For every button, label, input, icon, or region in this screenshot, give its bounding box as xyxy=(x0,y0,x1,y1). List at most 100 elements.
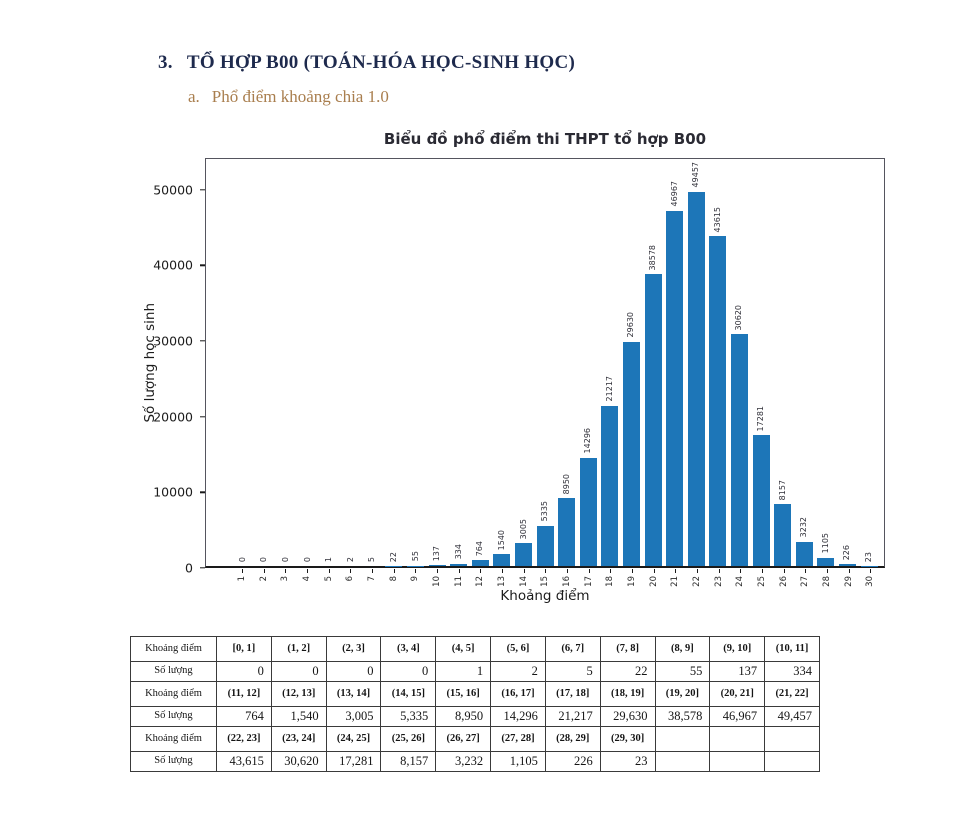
row-header-count: Số lượng xyxy=(130,751,217,772)
interval-cell: (22, 23] xyxy=(216,726,272,752)
x-tick-mark xyxy=(350,569,352,573)
bar-slot: 764 xyxy=(470,159,492,566)
x-tick-mark xyxy=(328,569,330,573)
bar-slot: 1540 xyxy=(491,159,513,566)
interval-cell: (20, 21] xyxy=(709,681,766,707)
count-cell: 3,005 xyxy=(325,706,382,727)
row-header-count: Số lượng xyxy=(130,706,217,727)
x-tick-label: 29 xyxy=(843,576,854,587)
y-tick-label: 10000 xyxy=(153,484,193,500)
section-heading: 3. TỔ HỢP B00 (TOÁN-HÓA HỌC-SINH HỌC) xyxy=(158,52,575,74)
interval-cell: (12, 13] xyxy=(270,681,327,707)
x-tick-slot: 24 xyxy=(729,569,751,599)
chart-title: Biểu đồ phổ điểm thi THPT tổ hợp B00 xyxy=(383,130,707,148)
histogram-bar xyxy=(428,565,446,566)
y-tick-label: 50000 xyxy=(153,182,193,198)
x-tick-slot: 20 xyxy=(643,569,665,599)
interval-cell: (1, 2] xyxy=(270,636,327,662)
bar-slot: 2 xyxy=(340,159,362,566)
row-header-interval: Khoảng điểm xyxy=(130,726,217,752)
x-tick-mark xyxy=(436,569,438,573)
x-tick-label: 5 xyxy=(323,576,334,582)
interval-cell: (2, 3] xyxy=(325,636,382,662)
subsection-letter: a. xyxy=(188,87,200,106)
y-tick-mark xyxy=(200,189,205,191)
x-tick-slot: 14 xyxy=(513,569,535,599)
bar-slot: 43615 xyxy=(707,159,729,566)
table-interval-row: Khoảng điểm (11, 12] (12, 13] (13, 14] (14, … xyxy=(130,681,820,707)
x-tick-label: 2 xyxy=(258,576,269,582)
histogram-bar xyxy=(774,504,792,566)
subsection-heading: a. Phổ điểm khoảng chia 1.0 xyxy=(188,87,389,107)
count-cell: 2 xyxy=(490,661,546,682)
bar-value-label: 3232 xyxy=(799,517,809,538)
row-header-interval: Khoảng điểm xyxy=(130,636,217,662)
section-title: TỔ HỢP B00 (TOÁN-HÓA HỌC-SINH HỌC) xyxy=(186,52,576,73)
y-tick-mark xyxy=(200,491,205,494)
bar-slot: 23 xyxy=(858,159,880,566)
subsection-title: Phổ điểm khoảng chia 1.0 xyxy=(211,87,389,106)
x-tick-mark xyxy=(501,569,503,573)
x-tick-slot: 28 xyxy=(816,569,838,599)
x-tick-slot: 18 xyxy=(599,569,621,599)
interval-cell: (19, 20] xyxy=(654,681,711,707)
count-cell: 29,630 xyxy=(599,706,656,727)
section-number: 3. xyxy=(158,52,173,73)
y-tick-mark xyxy=(200,416,205,418)
bar-slot: 5 xyxy=(362,159,384,566)
x-tick-mark xyxy=(415,569,417,573)
count-cell: 17,281 xyxy=(325,751,382,772)
y-tick-mark xyxy=(200,340,205,342)
bar-value-label: 8157 xyxy=(777,479,787,501)
count-cell: 8,950 xyxy=(435,706,492,727)
bar-slot: 3005 xyxy=(513,159,535,566)
x-tick-label: 23 xyxy=(713,576,724,587)
x-tick-label: 16 xyxy=(561,576,572,587)
histogram-bar xyxy=(817,557,835,566)
bar-slot: 46967 xyxy=(664,159,686,566)
count-cell: 1 xyxy=(435,661,492,682)
x-tick-label: 1 xyxy=(236,576,247,582)
x-tick-slot: 13 xyxy=(491,569,513,599)
x-tick-mark xyxy=(566,569,568,573)
x-tick-mark xyxy=(263,569,265,573)
x-tick-mark xyxy=(805,569,807,573)
bar-value-label: 38578 xyxy=(648,244,658,271)
interval-cell: (28, 29] xyxy=(544,726,601,752)
interval-cell: (17, 18] xyxy=(544,681,601,707)
bar-slot: 8157 xyxy=(772,159,794,566)
bar-slot: 29630 xyxy=(621,159,643,566)
bar-value-label: 1540 xyxy=(496,530,506,551)
interval-cell: (24, 25] xyxy=(325,726,382,752)
x-tick-slot: 17 xyxy=(578,569,600,599)
count-cell: 5 xyxy=(544,661,601,682)
bar-slot: 1 xyxy=(318,159,340,566)
interval-cell: (5, 6] xyxy=(490,636,546,662)
bar-value-label: 0 xyxy=(302,556,312,562)
x-tick-mark xyxy=(285,569,287,573)
x-tick-mark xyxy=(610,569,612,573)
bar-slot: 22 xyxy=(383,159,405,566)
count-cell: 226 xyxy=(544,751,601,772)
count-cell: 30,620 xyxy=(270,751,327,772)
bars-container: 0 0 0 0 1 2 5 22 55 137 334 764 1540 3005 5335 8950 1429… xyxy=(206,159,884,566)
bar-value-label: 5 xyxy=(367,556,377,562)
x-tick-mark xyxy=(306,569,308,573)
bar-value-label: 3005 xyxy=(518,518,528,540)
histogram-plot-area: 0 0 0 0 1 2 5 22 55 137 334 764 1540 3005 5335 8950 1429… xyxy=(205,158,885,568)
bar-slot: 137 xyxy=(426,159,448,566)
count-cell: 0 xyxy=(325,661,382,682)
x-tick-slot: 11 xyxy=(448,569,470,599)
bar-slot: 226 xyxy=(837,159,859,566)
interval-cell: (13, 14] xyxy=(325,681,382,707)
y-tick-mark xyxy=(200,567,205,569)
row-header-count: Số lượng xyxy=(130,661,217,682)
bar-value-label: 46967 xyxy=(669,181,679,207)
interval-cell: (10, 11] xyxy=(764,636,820,662)
count-cell: 55 xyxy=(654,661,711,682)
x-tick-label: 25 xyxy=(756,576,767,587)
bar-value-label: 8950 xyxy=(561,473,571,495)
x-tick-label: 12 xyxy=(475,576,486,587)
histogram-bar xyxy=(752,435,770,566)
interval-cell: (18, 19] xyxy=(599,681,656,707)
